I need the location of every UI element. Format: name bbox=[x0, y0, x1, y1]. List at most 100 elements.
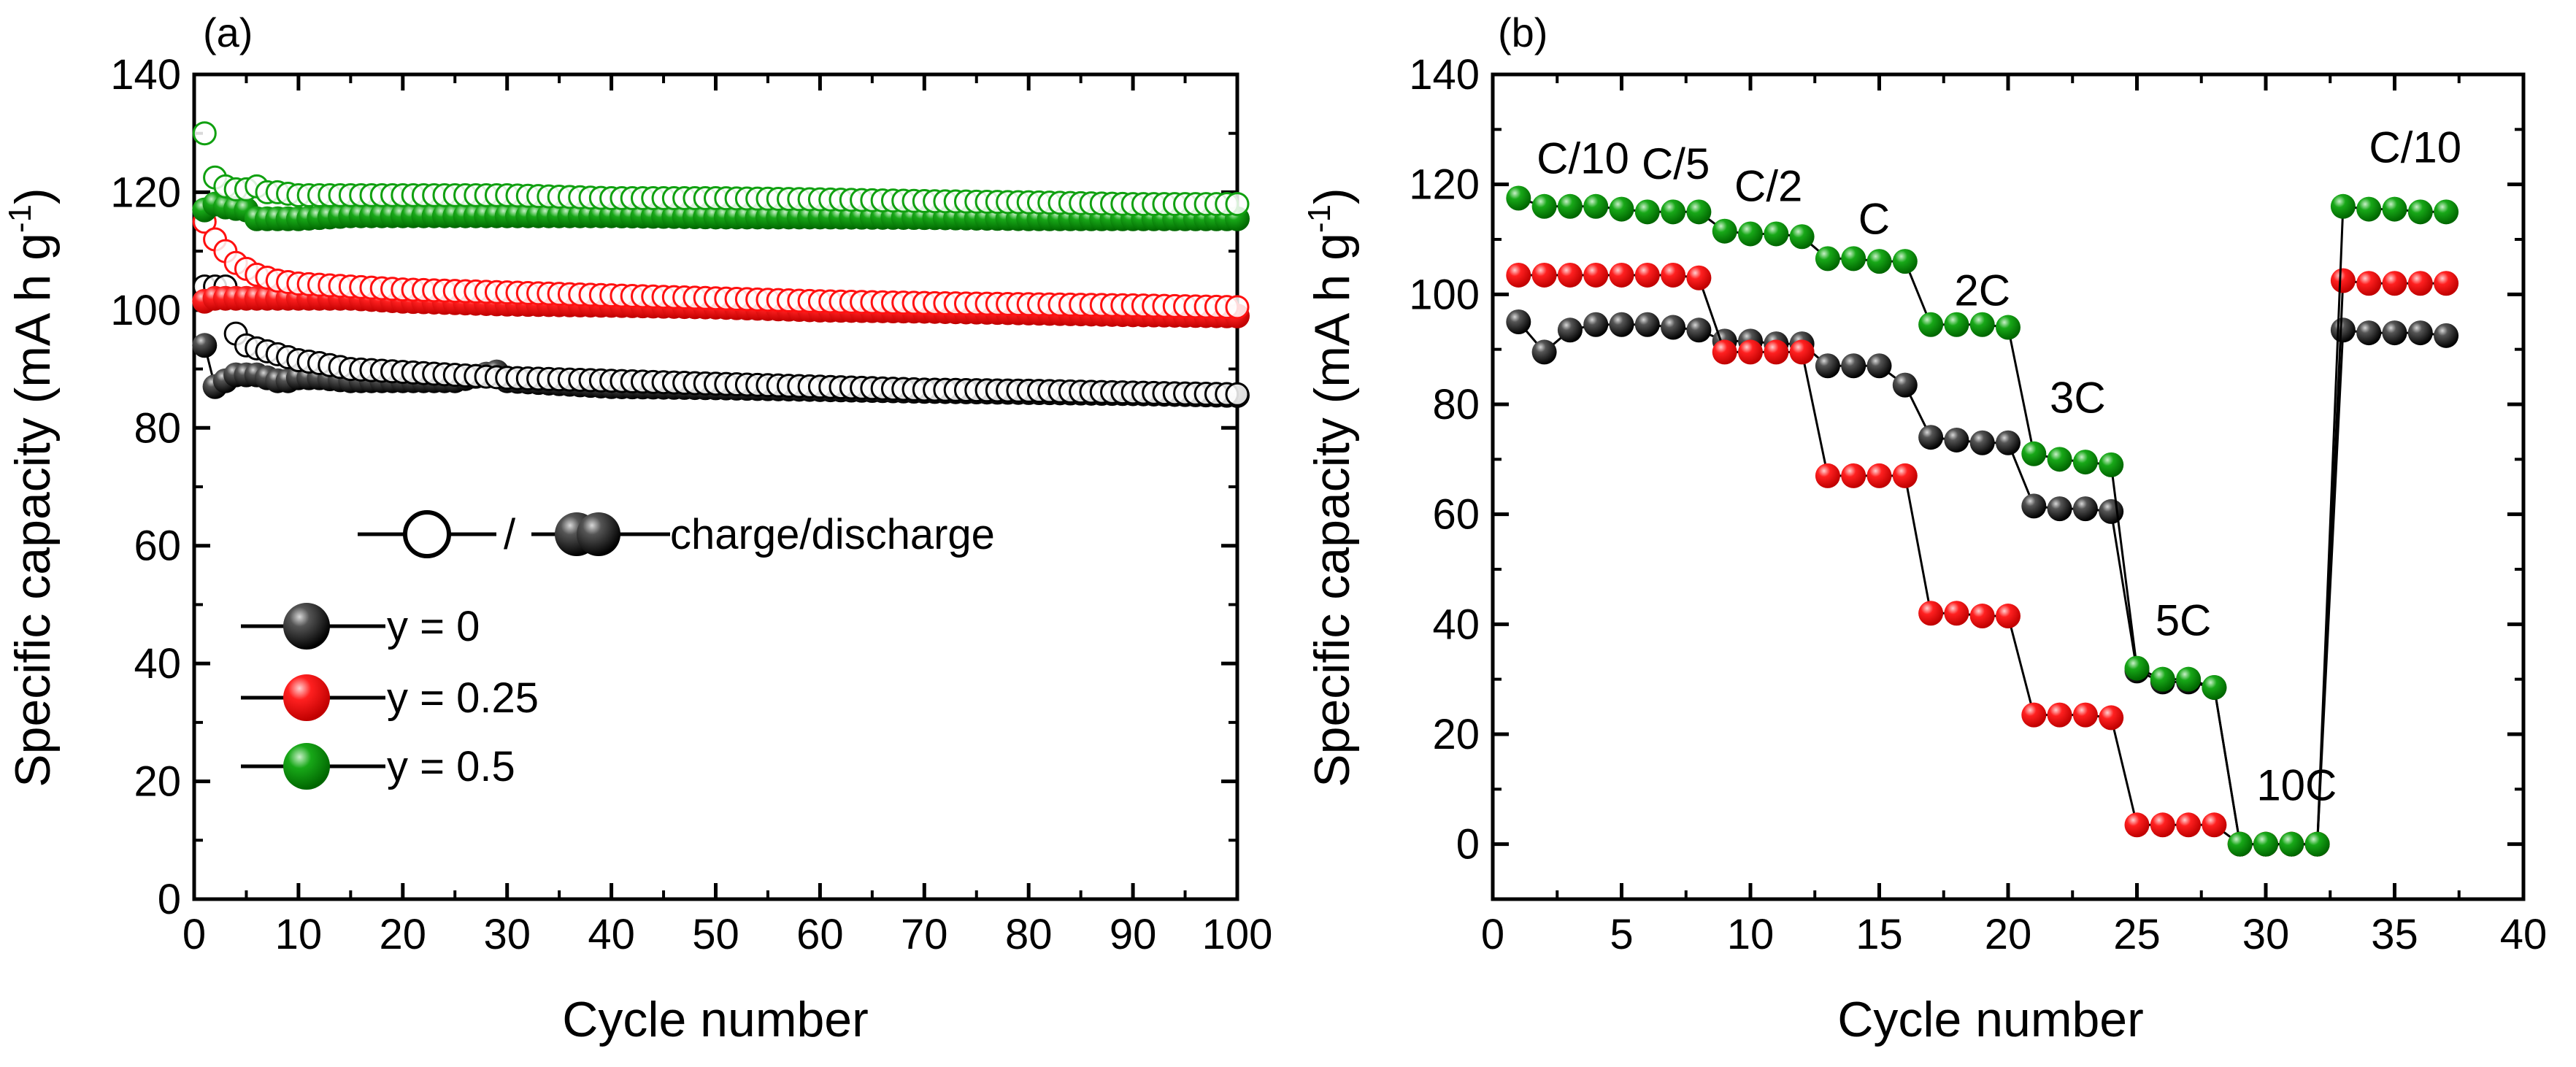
series-b-2-point bbox=[1996, 315, 2021, 340]
panel-b-x-tick-label: 15 bbox=[1856, 911, 1903, 958]
series-b-1-point bbox=[1738, 339, 1763, 365]
panel-a-x-tick-label: 80 bbox=[1005, 911, 1053, 958]
series-b-2-point bbox=[2227, 831, 2253, 857]
series-b-0-point bbox=[1609, 312, 1634, 337]
series-b-1-point bbox=[1506, 262, 1531, 288]
rate-label: C/2 bbox=[1734, 161, 1802, 210]
series-b-2-point bbox=[1634, 199, 1660, 225]
legend-entry-2-marker bbox=[283, 743, 330, 790]
series-b-1-point bbox=[1841, 463, 1866, 488]
panel-b-y-tick-label: 120 bbox=[1409, 161, 1480, 209]
series-b-1-point bbox=[2072, 702, 2098, 728]
legend-mode-open-marker bbox=[403, 510, 451, 558]
panel-a-y-axis-title-sup: -1 bbox=[2, 204, 38, 233]
legend-entry-1-marker bbox=[283, 674, 330, 721]
panel-a-x-tick-label: 60 bbox=[796, 911, 844, 958]
panel-a-y-tick-label: 0 bbox=[158, 876, 181, 923]
panel-a-x-tick-label: 40 bbox=[588, 911, 635, 958]
rate-label: C/10 bbox=[2369, 123, 2461, 172]
series-b-1-point bbox=[1815, 463, 1840, 488]
series-b-0-point bbox=[1815, 353, 1840, 379]
panel-b-x-tick-label: 25 bbox=[2113, 911, 2161, 958]
series-b-0-point bbox=[1506, 309, 1531, 334]
panel-a-y-tick-label: 20 bbox=[134, 758, 181, 806]
series-b-1-point bbox=[1661, 262, 1686, 288]
series-b-1-point bbox=[2099, 705, 2124, 731]
rate-label: C/5 bbox=[1642, 139, 1710, 188]
series-b-0-point bbox=[2099, 498, 2124, 524]
panel-b-x-tick-label: 20 bbox=[1985, 911, 2032, 958]
series-b-0-point bbox=[2356, 320, 2382, 346]
rate-label: 5C bbox=[2156, 596, 2212, 644]
panel-a-y-tick-label: 120 bbox=[110, 169, 181, 216]
legend-mode-separator: / bbox=[504, 511, 516, 558]
series-b-1-point bbox=[1892, 463, 1918, 488]
panel-a-x-tick-label: 50 bbox=[692, 911, 739, 958]
panel-a-legend: / charge/discharge y = 0 y = 0.25 y = 0.… bbox=[241, 510, 995, 790]
legend-entry-1-text: y = 0.25 bbox=[387, 674, 539, 722]
series-b-1-point bbox=[1712, 339, 1737, 365]
series-b-1-point bbox=[1609, 262, 1634, 288]
series-a-2-charge-point bbox=[1225, 192, 1250, 217]
panel-a-y-tick-label: 140 bbox=[110, 51, 181, 99]
series-b-0-point bbox=[1918, 425, 1944, 450]
panel-a-label: (a) bbox=[203, 9, 253, 55]
series-b-0-point bbox=[1892, 372, 1918, 398]
panel-b-label: (b) bbox=[1498, 9, 1547, 55]
series-b-1-point bbox=[2021, 702, 2047, 728]
panel-b-y-axis-title-main: Specific capacity (mA h g bbox=[1304, 233, 1360, 787]
legend-entry-0-marker bbox=[283, 603, 330, 650]
series-b-0-point bbox=[1531, 339, 1557, 365]
panel-b-x-tick-label: 35 bbox=[2371, 911, 2418, 958]
series-b-2-point bbox=[2279, 831, 2304, 857]
panel-a-y-tick-label: 60 bbox=[134, 523, 181, 570]
series-b-2-point bbox=[2047, 447, 2072, 472]
panel-a-x-tick-label: 90 bbox=[1110, 911, 1157, 958]
rate-label: 10C bbox=[2256, 760, 2337, 809]
panel-a-y-axis-title-main: Specific capacity (mA h g bbox=[5, 233, 61, 787]
series-b-0-point bbox=[1996, 430, 2021, 455]
series-b-1-point bbox=[2150, 812, 2175, 838]
panel-a-y-tick-label: 80 bbox=[134, 404, 181, 452]
series-b-2-point bbox=[1531, 193, 1557, 219]
series-b-1-point bbox=[1557, 262, 1583, 288]
panel-a-x-tick-label: 70 bbox=[901, 911, 948, 958]
series-b-1-point bbox=[1969, 604, 1995, 629]
panel-b-plot-area: 0 5 10 15 20 25 30 35 40 0 20 40 60 80 100 120 140 C/10 C/… bbox=[1409, 51, 2547, 958]
panel-b-x-tick-label: 5 bbox=[1610, 911, 1633, 958]
series-b-2-point bbox=[2150, 666, 2175, 692]
series-b-1-point bbox=[2434, 271, 2459, 296]
legend-mode-filled-marker-2 bbox=[577, 512, 620, 556]
series-b-1-point bbox=[1918, 601, 1944, 626]
panel-b-y-tick-label: 20 bbox=[1432, 711, 1480, 758]
panel-a-plot-area: 0 10 20 30 40 50 60 70 80 90 100 0 20 40 60 80 100 120 140 bbox=[110, 51, 1272, 958]
panel-a-x-tick-label: 10 bbox=[275, 911, 323, 958]
series-b-1-point bbox=[1866, 463, 1892, 488]
series-b-2-point bbox=[1789, 224, 1815, 250]
panel-a-chart: 0 10 20 30 40 50 60 70 80 90 100 0 20 40 60 80 100 120 140… bbox=[2, 9, 1272, 1047]
series-b-0-point bbox=[2434, 323, 2459, 348]
panel-b-x-tick-label: 40 bbox=[2500, 911, 2548, 958]
panel-b-x-axis-title: Cycle number bbox=[1837, 992, 2144, 1047]
series-a-2-charge-point bbox=[192, 121, 217, 146]
series-b-1-line bbox=[1518, 274, 2447, 846]
series-b-2-point bbox=[2434, 199, 2459, 225]
panel-a-x-axis-title: Cycle number bbox=[562, 992, 869, 1047]
series-b-1-point bbox=[2202, 812, 2227, 838]
panel-a-x-tick-label: 30 bbox=[483, 911, 531, 958]
series-b-0-point bbox=[2407, 320, 2433, 346]
panel-b-y-axis-title-sup: -1 bbox=[1302, 204, 1337, 233]
series-b-2-point bbox=[2330, 193, 2356, 219]
series-b-1-point bbox=[2330, 268, 2356, 293]
series-b-2-point bbox=[1969, 312, 1995, 337]
series-a-0-charge-point bbox=[1225, 382, 1250, 407]
series-b-1-point bbox=[1634, 262, 1660, 288]
panel-b-y-tick-label: 60 bbox=[1432, 491, 1480, 539]
series-b-0-point bbox=[2330, 317, 2356, 343]
series-b-2-point bbox=[1738, 221, 1763, 247]
panel-a-y-axis-title: Specific capacity (mA h g-1) bbox=[2, 188, 61, 787]
series-b-2-point bbox=[1506, 185, 1531, 211]
panel-b-y-tick-label: 0 bbox=[1456, 821, 1480, 868]
series-b-0-point bbox=[1841, 353, 1866, 379]
